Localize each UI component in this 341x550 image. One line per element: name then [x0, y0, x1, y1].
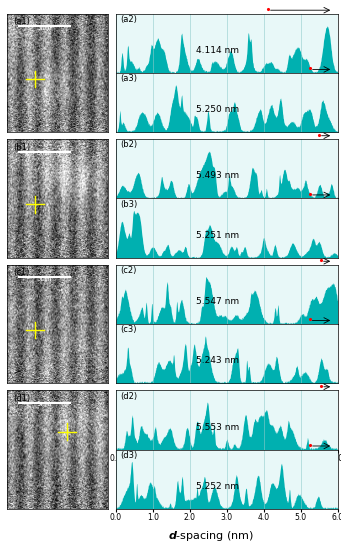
- Text: (a1): (a1): [13, 17, 30, 26]
- Text: 5nm: 5nm: [37, 150, 53, 156]
- Text: 5nm: 5nm: [37, 25, 53, 31]
- Text: 5nm: 5nm: [37, 402, 53, 408]
- Text: 5.553 nm: 5.553 nm: [196, 422, 239, 432]
- Text: 5.547 nm: 5.547 nm: [196, 297, 239, 306]
- Text: (c3): (c3): [120, 325, 137, 334]
- Text: 5.252 nm: 5.252 nm: [196, 482, 239, 491]
- Text: 4.114 nm: 4.114 nm: [196, 46, 239, 55]
- Text: 5.251 nm: 5.251 nm: [196, 230, 239, 240]
- Text: $\bfit{d}$-spacing (nm): $\bfit{d}$-spacing (nm): [168, 530, 254, 543]
- Text: (a2): (a2): [120, 15, 137, 24]
- Text: 5.250 nm: 5.250 nm: [196, 105, 239, 114]
- Text: (b2): (b2): [120, 140, 137, 150]
- Text: 5.243 nm: 5.243 nm: [196, 356, 239, 365]
- Text: (d1): (d1): [13, 394, 30, 403]
- Text: 5nm: 5nm: [37, 276, 53, 282]
- Text: (c1): (c1): [13, 268, 29, 277]
- Text: (c2): (c2): [120, 266, 136, 275]
- Text: 5.493 nm: 5.493 nm: [196, 172, 239, 180]
- Text: (d2): (d2): [120, 392, 137, 400]
- Text: (a3): (a3): [120, 74, 137, 83]
- Text: (b3): (b3): [120, 200, 137, 208]
- Text: (b1): (b1): [13, 143, 30, 152]
- Text: (d3): (d3): [120, 450, 137, 460]
